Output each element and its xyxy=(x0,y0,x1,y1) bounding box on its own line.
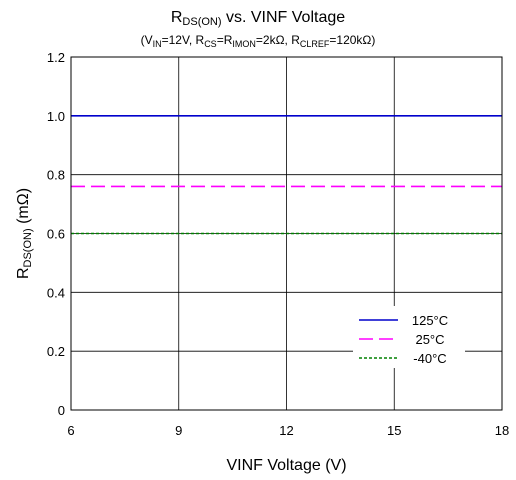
x-tick-label: 6 xyxy=(67,423,74,438)
x-tick-label: 18 xyxy=(495,423,509,438)
x-tick-label: 12 xyxy=(279,423,293,438)
y-tick-label: 0.6 xyxy=(47,227,65,242)
legend-label-1: 25°C xyxy=(415,332,444,347)
y-tick-label: 0.2 xyxy=(47,344,65,359)
plot-frame xyxy=(70,56,503,411)
y-tick-label: 1.2 xyxy=(47,50,65,65)
chart-subtitle: (VIN=12V, RCS=RIMON=2kΩ, RCLREF=120kΩ) xyxy=(141,33,376,49)
legend-label-2: -40°C xyxy=(413,351,446,366)
chart-title: RDS(ON) vs. VINF Voltage xyxy=(171,9,345,28)
y-axis-label: RDS(ON) (mΩ) xyxy=(15,188,34,279)
x-tick-label: 15 xyxy=(387,423,401,438)
y-tick-label: 1.0 xyxy=(47,109,65,124)
x-tick-labels: 6 9 12 15 18 xyxy=(67,423,509,438)
y-tick-label: 0 xyxy=(58,403,65,418)
x-tick-label: 9 xyxy=(175,423,182,438)
y-tick-label: 0.8 xyxy=(47,168,65,183)
x-axis-label: VINF Voltage (V) xyxy=(226,457,346,474)
legend-label-0: 125°C xyxy=(412,313,448,328)
series-group xyxy=(71,115,502,235)
legend: 125°C 25°C -40°C xyxy=(353,306,465,368)
y-tick-labels: 0 0.2 0.4 0.6 0.8 1.0 1.2 xyxy=(47,50,65,418)
y-tick-label: 0.4 xyxy=(47,285,65,300)
